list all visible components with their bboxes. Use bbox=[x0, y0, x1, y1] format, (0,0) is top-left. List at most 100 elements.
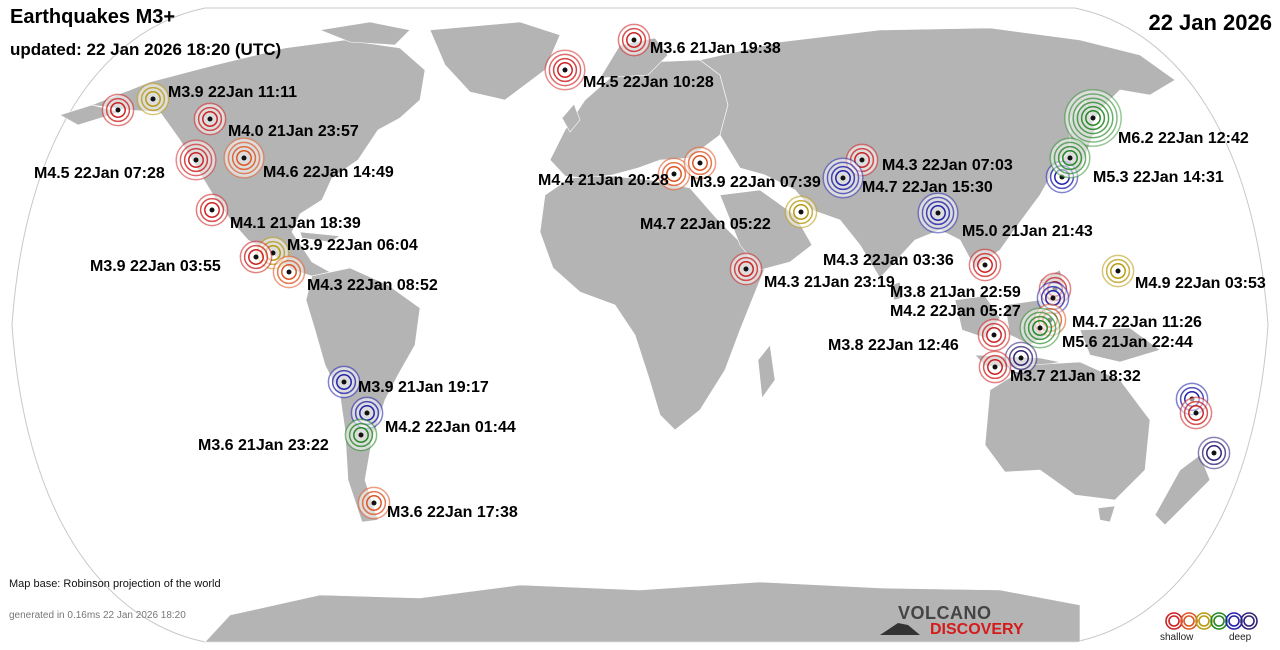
quake-epicenter bbox=[840, 175, 846, 181]
legend-ring bbox=[1183, 615, 1195, 627]
earthquake-marker[interactable] bbox=[968, 248, 1002, 282]
earthquake-marker[interactable] bbox=[917, 192, 959, 234]
earthquake-label: M4.1 21Jan 18:39 bbox=[230, 215, 361, 232]
quake-ring bbox=[987, 359, 1003, 375]
quake-epicenter bbox=[798, 209, 804, 215]
quake-ring bbox=[366, 495, 382, 511]
quake-ring bbox=[197, 106, 223, 132]
quake-epicenter bbox=[1050, 295, 1056, 301]
earthquake-label: M4.6 22Jan 14:49 bbox=[263, 164, 394, 181]
earthquake-label: M4.3 22Jan 08:52 bbox=[307, 277, 438, 294]
quake-ring bbox=[1085, 110, 1101, 126]
earthquake-marker[interactable] bbox=[136, 82, 170, 116]
earthquake-marker[interactable] bbox=[617, 23, 651, 57]
earthquake-marker[interactable] bbox=[978, 350, 1012, 384]
earthquake-marker[interactable] bbox=[822, 157, 864, 199]
earthquake-label: M4.3 22Jan 07:03 bbox=[882, 157, 1013, 174]
map-base-note: Map base: Robinson projection of the wor… bbox=[9, 578, 221, 590]
quake-ring bbox=[1013, 350, 1029, 366]
quake-epicenter bbox=[1193, 410, 1199, 416]
earthquake-label: M3.9 21Jan 19:17 bbox=[358, 379, 489, 396]
quake-ring bbox=[227, 141, 261, 175]
quake-ring bbox=[1072, 97, 1114, 139]
earthquake-marker[interactable] bbox=[1049, 137, 1091, 179]
earthquake-marker[interactable] bbox=[101, 93, 135, 127]
quake-ring bbox=[1023, 311, 1057, 345]
quake-ring bbox=[1105, 258, 1131, 284]
earthquake-label: M4.2 22Jan 05:27 bbox=[890, 303, 1021, 320]
earthquake-marker[interactable] bbox=[175, 139, 217, 181]
quake-ring bbox=[925, 200, 951, 226]
earthquake-marker[interactable] bbox=[223, 137, 265, 179]
quake-ring bbox=[557, 62, 573, 78]
earthquake-marker[interactable] bbox=[344, 418, 378, 452]
landmass bbox=[59, 21, 1211, 643]
earthquake-marker[interactable] bbox=[1019, 307, 1061, 349]
earthquake-marker[interactable] bbox=[239, 240, 273, 274]
earthquake-marker[interactable] bbox=[1179, 396, 1213, 430]
quake-epicenter bbox=[671, 171, 677, 177]
quake-epicenter bbox=[562, 67, 568, 73]
quake-ring bbox=[1057, 145, 1083, 171]
quake-ring bbox=[986, 327, 1002, 343]
quake-epicenter bbox=[286, 269, 292, 275]
earthquake-label: M3.8 21Jan 22:59 bbox=[890, 284, 1021, 301]
earthquake-label: M4.7 22Jan 11:26 bbox=[1072, 314, 1202, 331]
legend-ring bbox=[1213, 615, 1225, 627]
earthquake-marker[interactable] bbox=[1101, 254, 1135, 288]
earthquake-label: M3.9 22Jan 03:55 bbox=[90, 258, 221, 275]
earthquake-marker[interactable] bbox=[272, 255, 306, 289]
quake-ring bbox=[243, 244, 269, 270]
depth-legend bbox=[1165, 612, 1258, 630]
earthquake-marker[interactable] bbox=[327, 365, 361, 399]
earthquake-marker[interactable] bbox=[729, 252, 763, 286]
quake-ring bbox=[236, 150, 252, 166]
earthquake-marker[interactable] bbox=[683, 146, 717, 180]
earthquake-marker[interactable] bbox=[977, 318, 1011, 352]
quake-epicenter bbox=[150, 96, 156, 102]
earthquake-label: M5.0 21Jan 21:43 bbox=[962, 223, 1093, 240]
quake-ring bbox=[145, 91, 161, 107]
quake-ring bbox=[231, 145, 257, 171]
legend-ring bbox=[1240, 612, 1258, 630]
quake-epicenter bbox=[697, 160, 703, 166]
updated-timestamp: updated: 22 Jan 2026 18:20 (UTC) bbox=[10, 40, 282, 59]
earthquake-label: M3.6 21Jan 23:22 bbox=[198, 437, 329, 454]
quake-ring bbox=[1188, 405, 1204, 421]
quake-epicenter bbox=[935, 210, 941, 216]
earthquake-label: M6.2 22Jan 12:42 bbox=[1118, 130, 1249, 147]
earthquake-label: M4.3 22Jan 03:36 bbox=[823, 252, 954, 269]
quake-epicenter bbox=[1090, 115, 1096, 121]
quake-ring bbox=[248, 249, 264, 265]
quake-ring bbox=[788, 199, 814, 225]
earthquake-marker[interactable] bbox=[784, 195, 818, 229]
quake-ring bbox=[1008, 345, 1034, 371]
earthquake-label: M4.4 21Jan 20:28 bbox=[538, 172, 669, 189]
earthquake-marker[interactable] bbox=[193, 102, 227, 136]
quake-ring bbox=[331, 369, 357, 395]
earthquake-label: M3.9 22Jan 07:39 bbox=[690, 174, 821, 191]
quake-ring bbox=[661, 161, 687, 187]
quake-epicenter bbox=[115, 107, 121, 113]
earthquake-label: M5.3 22Jan 14:31 bbox=[1093, 169, 1224, 186]
quake-ring bbox=[188, 152, 204, 168]
earthquake-marker[interactable] bbox=[1064, 89, 1122, 147]
quake-ring bbox=[835, 170, 851, 186]
logo-line-2: DISCOVERY bbox=[930, 621, 1024, 638]
quake-epicenter bbox=[358, 432, 364, 438]
earthquake-marker[interactable] bbox=[357, 486, 391, 520]
legend-shallow-label: shallow bbox=[1160, 632, 1194, 643]
earthquake-marker[interactable] bbox=[544, 49, 586, 91]
quake-ring bbox=[854, 152, 870, 168]
quake-ring bbox=[626, 32, 642, 48]
legend-ring bbox=[1198, 615, 1210, 627]
quake-ring bbox=[1068, 93, 1118, 143]
quake-ring bbox=[1110, 263, 1126, 279]
earthquake-marker[interactable] bbox=[1197, 436, 1231, 470]
earthquake-marker[interactable] bbox=[195, 193, 229, 227]
quake-ring bbox=[972, 252, 998, 278]
quake-epicenter bbox=[859, 157, 865, 163]
quake-ring bbox=[621, 27, 647, 53]
earthquake-label: M4.9 22Jan 03:53 bbox=[1135, 275, 1266, 292]
volcano-discovery-logo[interactable]: VOLCANO DISCOVERY bbox=[880, 603, 1040, 643]
